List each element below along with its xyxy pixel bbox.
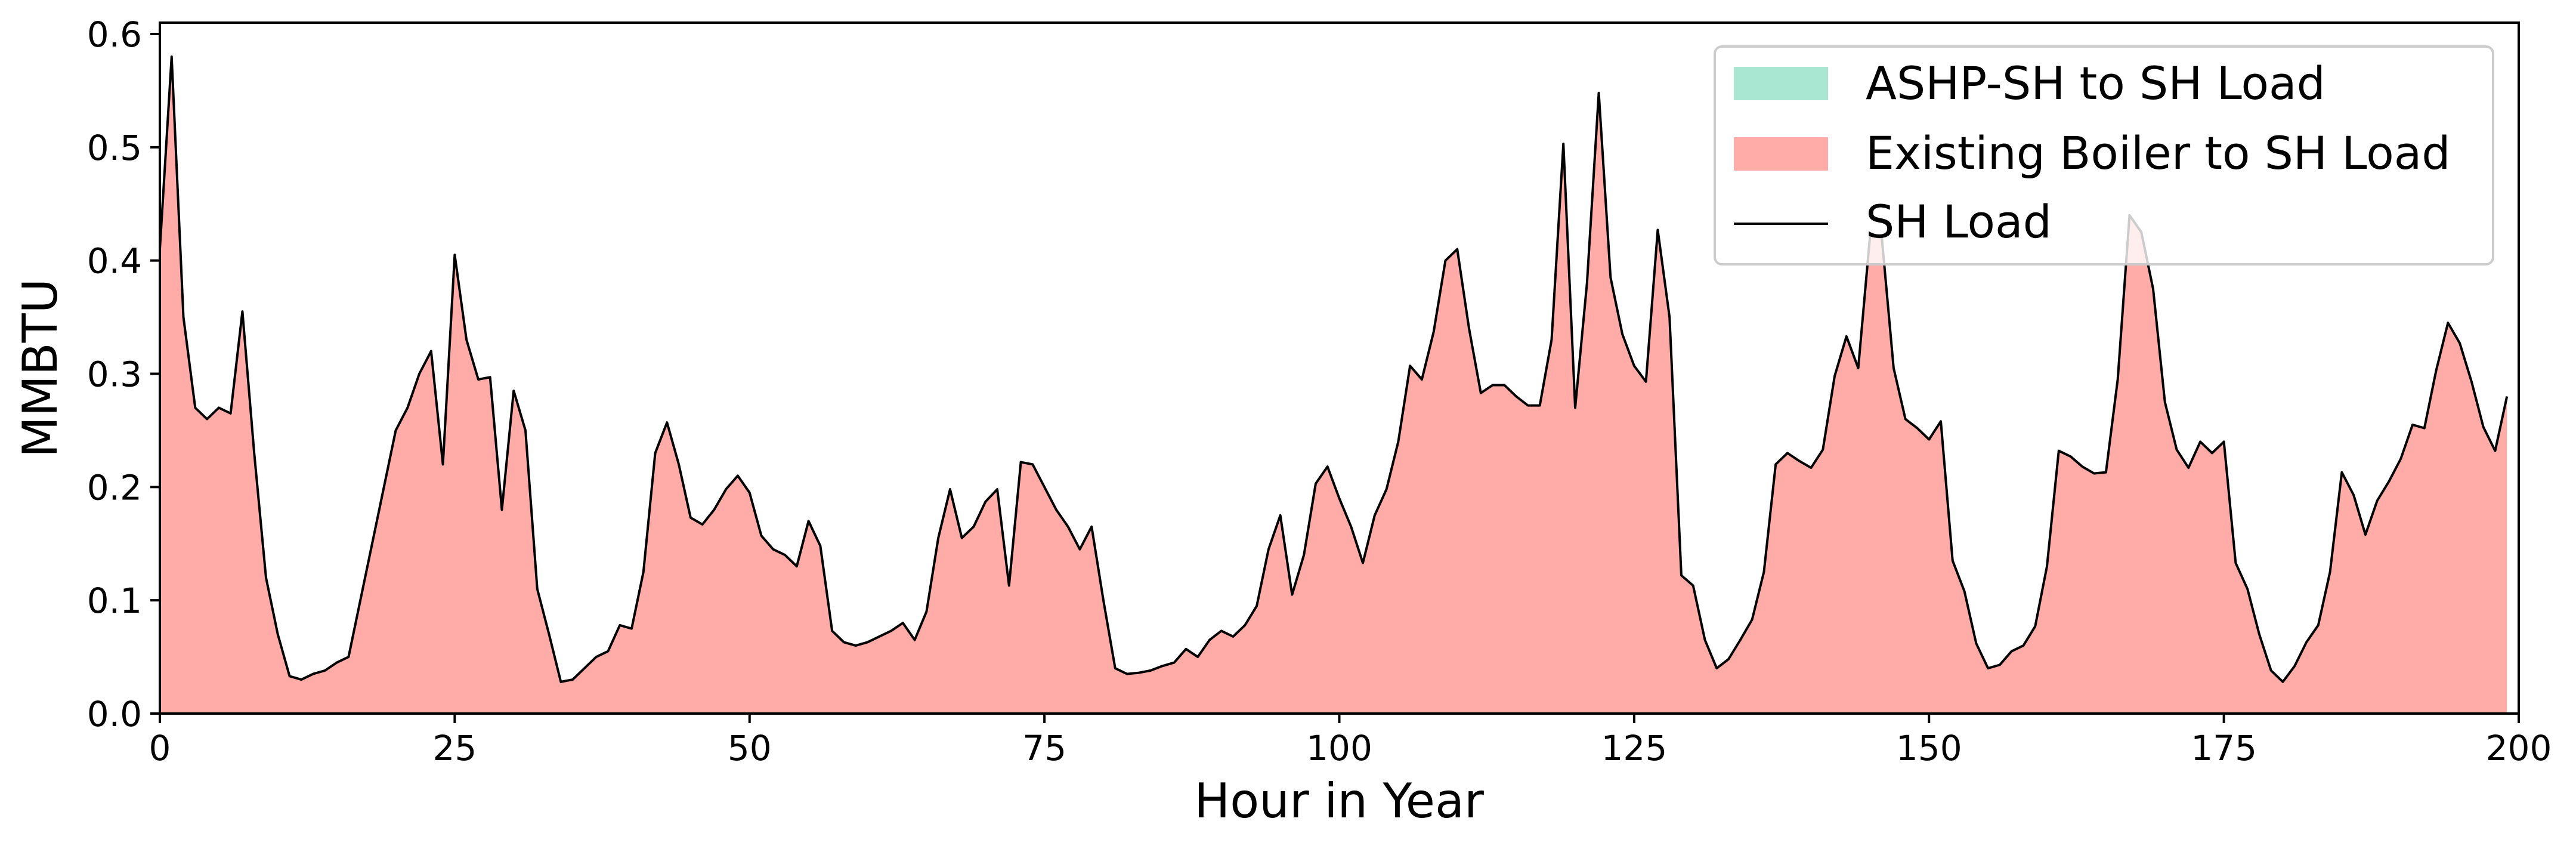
legend-swatch-ashp <box>1734 67 1828 100</box>
x-tick-label: 75 <box>1022 728 1066 768</box>
y-tick-label: 0.3 <box>87 354 142 394</box>
y-axis-label: MMBTU <box>13 279 68 458</box>
legend-label-boiler: Existing Boiler to SH Load <box>1866 126 2451 180</box>
x-axis-label: Hour in Year <box>1194 773 1484 829</box>
x-tick-label: 50 <box>728 728 772 768</box>
legend-label-ashp: ASHP-SH to SH Load <box>1866 57 2325 110</box>
legend: ASHP-SH to SH Load Existing Boiler to SH… <box>1714 45 2494 265</box>
legend-label-sh-load: SH Load <box>1866 195 2052 248</box>
line-series-sh-load <box>159 55 2509 683</box>
legend-frame <box>1714 45 2494 265</box>
x-tick-label: 125 <box>1601 728 1668 768</box>
x-axis: 0 25 50 75 100 125 150 175 200 <box>149 714 2552 768</box>
series-layer <box>159 55 2509 714</box>
x-tick-label: 200 <box>2486 728 2552 768</box>
x-tick-label: 100 <box>1306 728 1372 768</box>
x-tick-label: 175 <box>2191 728 2257 768</box>
y-tick-label: 0.5 <box>87 128 142 168</box>
y-tick-label: 0.4 <box>87 241 142 282</box>
y-tick-label: 0.6 <box>87 14 142 55</box>
x-tick-label: 0 <box>149 728 171 768</box>
x-tick-label: 25 <box>432 728 477 768</box>
y-tick-label: 0.0 <box>87 694 142 734</box>
legend-swatch-boiler <box>1734 137 1828 171</box>
y-tick-label: 0.1 <box>87 581 142 621</box>
y-axis: 0.0 0.1 0.2 0.3 0.4 0.5 0.6 <box>87 14 160 734</box>
x-tick-label: 150 <box>1896 728 1962 768</box>
area-series-1 <box>160 56 2507 714</box>
y-tick-label: 0.2 <box>87 467 142 508</box>
